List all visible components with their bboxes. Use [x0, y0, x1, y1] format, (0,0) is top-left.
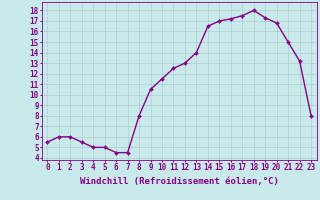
- X-axis label: Windchill (Refroidissement éolien,°C): Windchill (Refroidissement éolien,°C): [80, 177, 279, 186]
